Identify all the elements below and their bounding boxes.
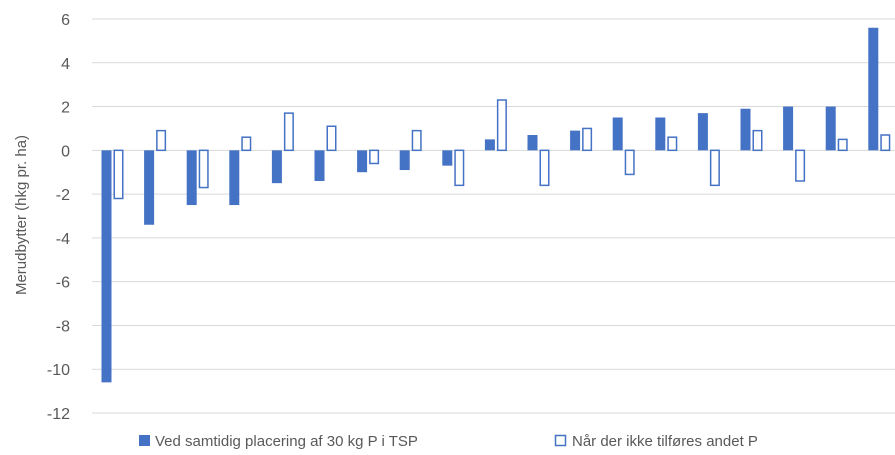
bar-series-2-cat-12: [582, 127, 593, 152]
bar-series-2-cat-18: [837, 138, 848, 152]
bar-series-1-cat-11: [527, 135, 538, 151]
y-tick-label: 4: [61, 56, 70, 73]
bar-series-1-cat-4: [229, 150, 240, 206]
bar-series-1-cat-18: [825, 106, 836, 151]
y-axis-tick-labels: 6 4 2 0 -2 -4 -6 -8 -10 -12: [47, 12, 70, 423]
bar-series-2-cat-3: [198, 149, 209, 189]
bar-series-1-cat-12: [570, 130, 581, 151]
bar-series-2-cat-16: [752, 129, 763, 152]
y-tick-label: 6: [61, 12, 70, 29]
y-tick-label: -4: [56, 231, 70, 248]
bar-series-1-cat-16: [740, 108, 751, 151]
bar-series-1-cat-13: [612, 117, 623, 151]
bar-series-2-cat-13: [624, 149, 635, 176]
bar-series-2-cat-5: [283, 112, 294, 152]
bar-series-2-cat-9: [454, 149, 465, 187]
bar-series-2-cat-7: [369, 149, 380, 165]
bar-series-1-cat-14: [655, 117, 666, 151]
y-tick-label: -6: [56, 275, 70, 292]
bar-series-2-cat-4: [241, 136, 252, 152]
bars: [101, 27, 891, 383]
y-tick-label: -10: [47, 362, 70, 379]
bar-series-2-cat-15: [709, 149, 720, 187]
bar-series-1-cat-9: [442, 150, 453, 166]
bar-series-2-cat-17: [795, 149, 806, 182]
y-tick-label: -2: [56, 187, 70, 204]
bar-series-1-cat-2: [144, 150, 155, 225]
bar-series-2-cat-6: [326, 125, 337, 152]
bar-series-1-cat-3: [186, 150, 197, 206]
bar-series-1-cat-1: [101, 150, 112, 383]
gridlines: [92, 18, 895, 414]
bar-series-1-cat-17: [783, 106, 794, 151]
bar-series-2-cat-8: [411, 129, 422, 152]
y-tick-label: 2: [61, 100, 70, 117]
bar-series-1-cat-6: [314, 150, 325, 181]
bar-series-1-cat-8: [399, 150, 410, 171]
legend-swatch-series-1: [139, 435, 150, 446]
bar-series-2-cat-11: [539, 149, 550, 187]
bar-series-2-cat-19: [880, 134, 891, 152]
bar-series-2-cat-1: [113, 149, 124, 200]
legend: Ved samtidig placering af 30 kg P i TSP …: [139, 433, 758, 450]
legend-label-series-2: Når der ikke tilføres andet P: [572, 433, 758, 450]
bar-series-2-cat-14: [667, 136, 678, 152]
bar-series-2-cat-2: [156, 129, 167, 152]
y-tick-label: -12: [47, 406, 70, 423]
legend-swatch-series-2: [554, 434, 567, 447]
bar-series-2-cat-10: [496, 99, 507, 152]
bar-series-1-cat-19: [868, 27, 879, 151]
legend-label-series-1: Ved samtidig placering af 30 kg P i TSP: [155, 433, 418, 450]
y-axis-label: Merudbytter (hkg pr. ha): [13, 135, 30, 295]
bar-series-1-cat-5: [271, 150, 282, 184]
y-tick-label: -8: [56, 318, 70, 335]
bar-series-1-cat-10: [484, 139, 495, 151]
bar-series-1-cat-7: [357, 150, 368, 173]
y-tick-label: 0: [61, 143, 70, 160]
bar-series-1-cat-15: [697, 113, 708, 151]
